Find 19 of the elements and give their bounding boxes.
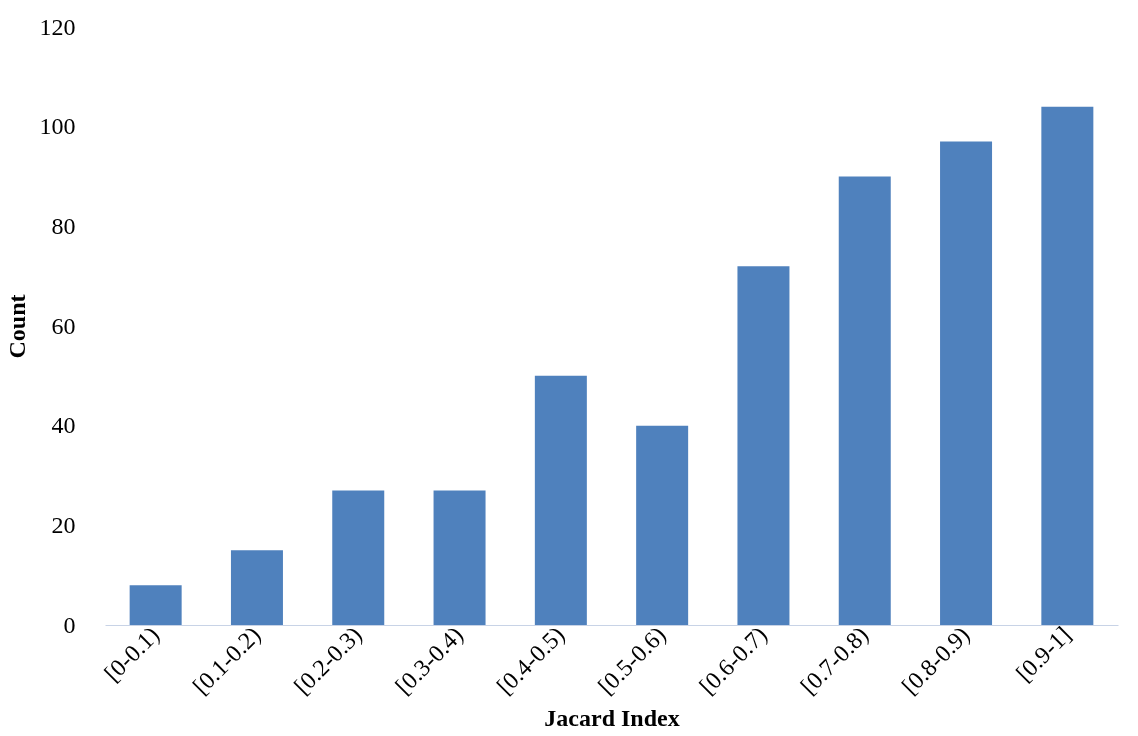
y-axis-title: Count [3, 294, 30, 359]
bar [838, 176, 891, 625]
bar [230, 550, 283, 625]
bar [1041, 106, 1094, 625]
bar [332, 490, 385, 625]
y-tick-label: 80 [51, 212, 76, 239]
bar [129, 585, 182, 625]
bar [940, 141, 993, 625]
x-axis-title: Jacard Index [544, 705, 680, 732]
bar [433, 490, 486, 625]
bar [737, 266, 790, 625]
y-tick-label: 120 [39, 13, 76, 40]
bar [534, 375, 587, 625]
y-tick-label: 40 [51, 412, 76, 439]
y-tick-label: 100 [39, 113, 76, 140]
y-tick-label: 0 [63, 611, 76, 638]
y-tick-label: 60 [51, 312, 76, 339]
bar [636, 425, 689, 625]
y-tick-label: 20 [51, 511, 76, 538]
